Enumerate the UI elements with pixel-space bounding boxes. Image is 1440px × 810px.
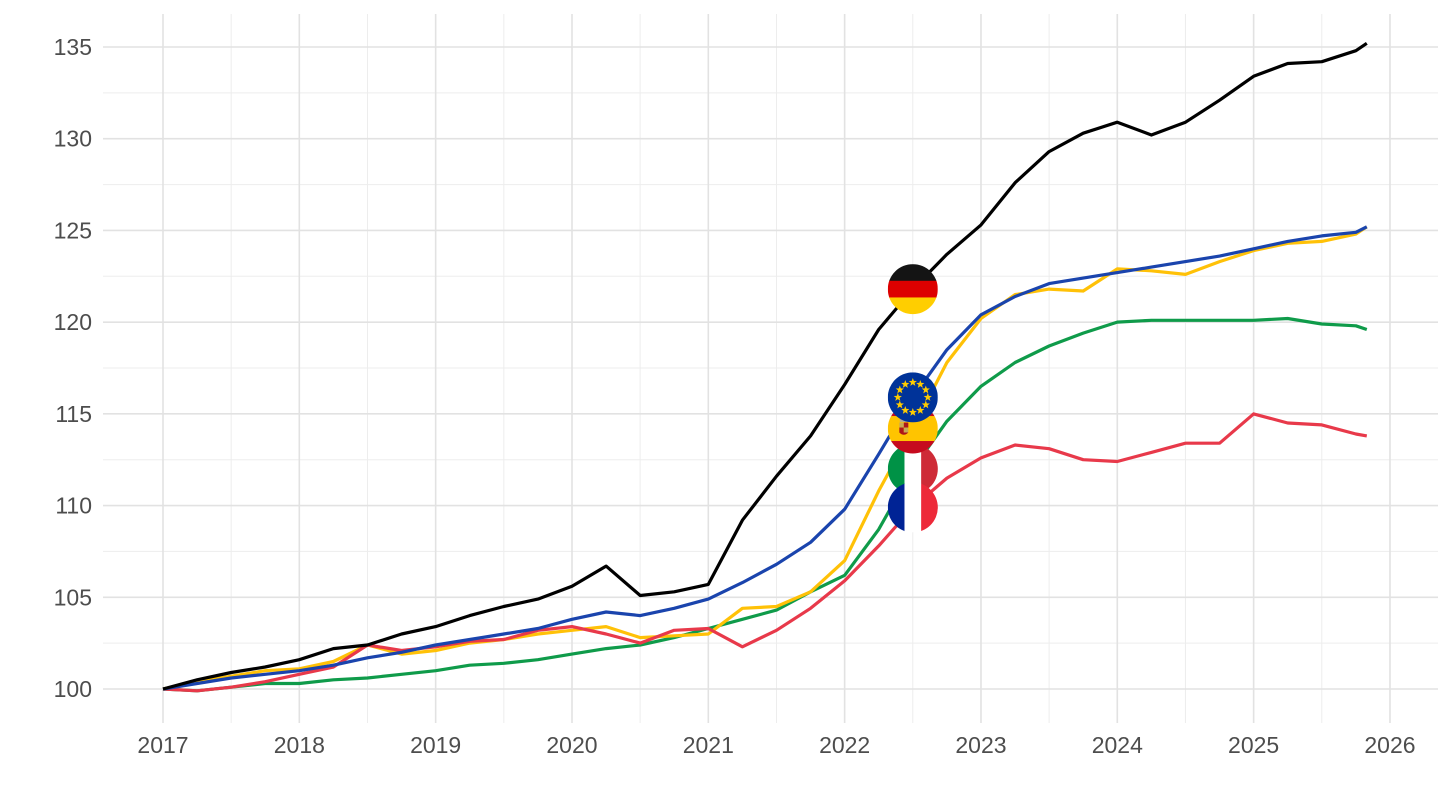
eu-star <box>923 393 932 401</box>
y-axis-tick-label: 125 <box>54 217 92 243</box>
eu-star <box>901 406 910 414</box>
eu-star <box>895 385 904 394</box>
crest-quarter <box>903 427 909 433</box>
flag-band <box>887 482 905 533</box>
x-axis-tick-label: 2025 <box>1228 732 1279 758</box>
eu-star <box>895 400 904 409</box>
crest-quarter <box>903 422 909 428</box>
y-axis-tick-label: 135 <box>54 34 92 60</box>
series-line-it <box>162 316 1368 693</box>
x-axis-tick-label: 2020 <box>546 732 597 758</box>
series-line-de <box>162 41 1368 691</box>
y-axis-tick-label: 110 <box>55 493 92 519</box>
flag-band <box>921 482 938 533</box>
flag-band <box>904 482 922 533</box>
flag-band <box>921 443 938 494</box>
eu-star <box>908 408 917 416</box>
crest-quarter <box>899 427 904 433</box>
eu-star <box>893 393 902 401</box>
y-axis-tick-label: 120 <box>54 309 92 335</box>
italy-flag-icon <box>887 443 938 494</box>
eu-star <box>921 400 930 409</box>
y-axis-tick-label: 130 <box>54 126 92 152</box>
crest-base <box>899 432 909 435</box>
x-axis-tick-label: 2024 <box>1092 732 1143 758</box>
x-axis-tick-label: 2026 <box>1364 732 1415 758</box>
flag-band <box>887 443 905 494</box>
y-axis-tick-label: 115 <box>55 401 92 427</box>
eu-star <box>916 380 925 388</box>
x-axis-tick-label: 2023 <box>955 732 1006 758</box>
series-lines <box>162 41 1368 693</box>
flag-band <box>904 443 922 494</box>
eu-star <box>901 380 910 388</box>
y-axis-tick-label: 100 <box>54 676 92 702</box>
axis-tick-labels: 100 105 110 115 120 125 130 135 2017 2018 2019 2020… <box>54 34 1416 758</box>
grid-minor <box>103 14 1438 723</box>
eu-flag-icon <box>887 372 938 423</box>
x-axis-tick-label: 2018 <box>274 732 325 758</box>
x-axis-tick-label: 2021 <box>683 732 734 758</box>
crest-quarter <box>899 422 904 428</box>
france-flag-icon <box>887 482 938 533</box>
x-axis-tick-label: 2019 <box>410 732 461 758</box>
x-axis-tick-label: 2022 <box>819 732 870 758</box>
eu-star <box>908 378 917 386</box>
germany-flag-icon <box>887 264 938 315</box>
flag-band <box>887 280 938 298</box>
y-axis-tick-label: 105 <box>54 584 92 610</box>
eu-star <box>916 406 925 414</box>
flag-band <box>887 264 938 282</box>
x-axis-tick-label: 2017 <box>137 732 188 758</box>
eu-star <box>921 385 930 394</box>
series-line-eu <box>162 225 1368 691</box>
flag-band <box>887 297 938 315</box>
grid-major <box>103 14 1438 723</box>
flag-markers <box>887 264 938 533</box>
